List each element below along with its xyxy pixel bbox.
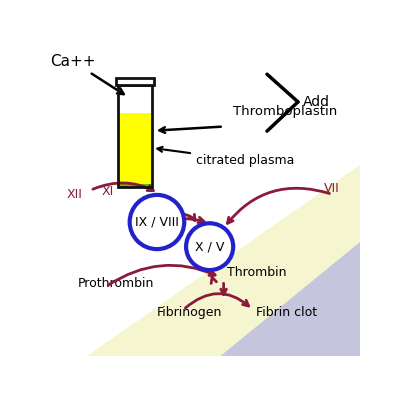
Bar [116, 78, 154, 85]
Polygon shape [87, 165, 360, 356]
Bar [118, 85, 152, 186]
Polygon shape [220, 242, 360, 356]
Text: Thromboplastin: Thromboplastin [233, 105, 337, 118]
Text: IX / VIII: IX / VIII [135, 216, 179, 228]
Bar [118, 114, 152, 186]
Text: Add: Add [303, 95, 330, 109]
Text: XII: XII [67, 188, 83, 201]
Text: Fibrin clot: Fibrin clot [256, 306, 317, 319]
Text: XI: XI [101, 185, 114, 198]
Circle shape [130, 195, 184, 249]
Circle shape [186, 223, 233, 270]
Text: Ca++: Ca++ [50, 54, 124, 94]
Text: Prothrombin: Prothrombin [78, 277, 154, 290]
Text: Fibrinogen: Fibrinogen [157, 306, 222, 319]
Bar [118, 184, 152, 186]
Text: citrated plasma: citrated plasma [157, 147, 294, 167]
Bar [118, 85, 152, 114]
Text: X / V: X / V [195, 240, 224, 253]
Text: VII: VII [324, 182, 340, 195]
Text: Thrombin: Thrombin [227, 266, 286, 279]
